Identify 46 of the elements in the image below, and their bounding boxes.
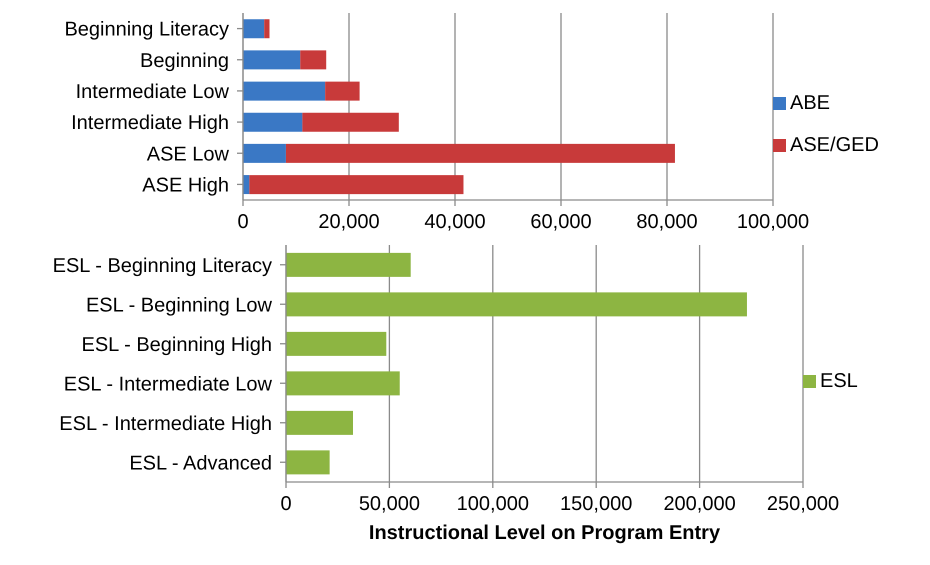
bar (286, 410, 354, 435)
y-tick-label: ESL - Intermediate Low (64, 373, 273, 396)
legend-label: ASE/GED (790, 134, 879, 156)
bar (243, 175, 250, 194)
bar (243, 50, 300, 70)
x-tick-label: 40,000 (424, 211, 486, 234)
x-tick-label: 0 (237, 211, 249, 234)
y-tick-label: ESL - Intermediate High (59, 412, 272, 435)
bar (286, 332, 386, 356)
legend-label: ESL (820, 370, 858, 392)
bar (243, 19, 264, 38)
x-tick-label: 100,000 (456, 493, 529, 516)
bar (286, 292, 747, 316)
bar (302, 112, 399, 132)
x-tick-label: 150,000 (560, 493, 632, 516)
bar (286, 371, 400, 396)
x-tick-label: 200,000 (663, 493, 736, 516)
bar (325, 82, 360, 101)
x-tick-label: 50,000 (358, 493, 420, 516)
y-tick-label: ASE High (142, 174, 229, 197)
y-tick-label: ASE Low (146, 143, 230, 166)
bar (286, 144, 675, 163)
y-tick-label: Intermediate High (71, 112, 229, 134)
x-tick-label: 80,000 (636, 211, 698, 234)
x-tick-label: 100,000 (736, 211, 810, 234)
x-tick-label: 0 (280, 493, 292, 516)
bar (286, 252, 411, 277)
bar (286, 450, 330, 474)
y-tick-label: ESL - Beginning Literacy (52, 254, 272, 277)
x-tick-label: 60,000 (530, 211, 592, 234)
bar (243, 82, 326, 101)
y-tick-label: Beginning (140, 50, 229, 72)
bar (249, 175, 464, 194)
y-tick-label: Beginning Literacy (64, 18, 229, 41)
x-axis-title: Instructional Level on Program Entry (368, 522, 722, 545)
bar (300, 50, 326, 70)
x-tick-label: 250,000 (766, 493, 840, 516)
y-tick-label: Intermediate Low (76, 81, 230, 104)
x-tick-label: 20,000 (318, 211, 380, 234)
bar (264, 19, 270, 38)
y-tick-label: ESL - Beginning Low (86, 294, 273, 316)
legend-label: ABE (790, 92, 830, 114)
y-tick-label: ESL - Beginning High (82, 334, 272, 356)
y-tick-label: ESL - Advanced (129, 452, 272, 474)
bar (243, 144, 286, 163)
bar (243, 112, 302, 132)
